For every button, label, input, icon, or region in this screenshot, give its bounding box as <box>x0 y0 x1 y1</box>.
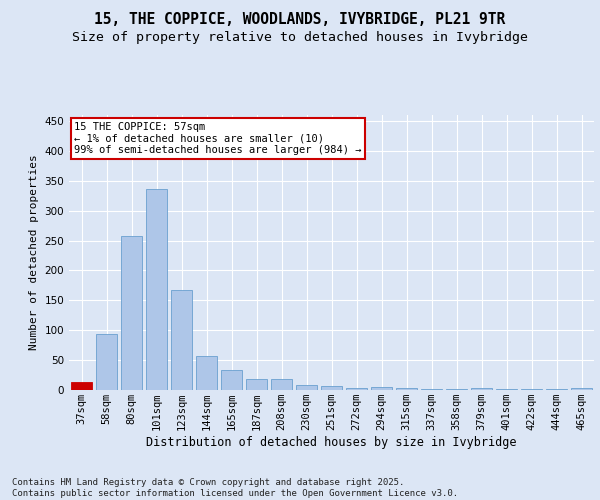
Bar <box>271 378 292 390</box>
Bar <box>371 387 392 390</box>
Bar <box>121 236 142 390</box>
Bar <box>71 382 92 390</box>
Text: Size of property relative to detached houses in Ivybridge: Size of property relative to detached ho… <box>72 31 528 44</box>
Bar <box>221 370 242 390</box>
Bar <box>196 356 217 390</box>
Bar <box>246 378 267 390</box>
Bar <box>146 188 167 390</box>
Text: 15 THE COPPICE: 57sqm
← 1% of detached houses are smaller (10)
99% of semi-detac: 15 THE COPPICE: 57sqm ← 1% of detached h… <box>74 122 362 155</box>
Bar <box>571 388 592 390</box>
Bar <box>171 290 192 390</box>
Text: Contains HM Land Registry data © Crown copyright and database right 2025.
Contai: Contains HM Land Registry data © Crown c… <box>12 478 458 498</box>
Bar <box>471 388 492 390</box>
Bar <box>296 385 317 390</box>
Bar <box>96 334 117 390</box>
Bar <box>346 388 367 390</box>
Text: 15, THE COPPICE, WOODLANDS, IVYBRIDGE, PL21 9TR: 15, THE COPPICE, WOODLANDS, IVYBRIDGE, P… <box>94 12 506 28</box>
Bar <box>321 386 342 390</box>
Y-axis label: Number of detached properties: Number of detached properties <box>29 154 39 350</box>
Bar <box>396 388 417 390</box>
X-axis label: Distribution of detached houses by size in Ivybridge: Distribution of detached houses by size … <box>146 436 517 449</box>
